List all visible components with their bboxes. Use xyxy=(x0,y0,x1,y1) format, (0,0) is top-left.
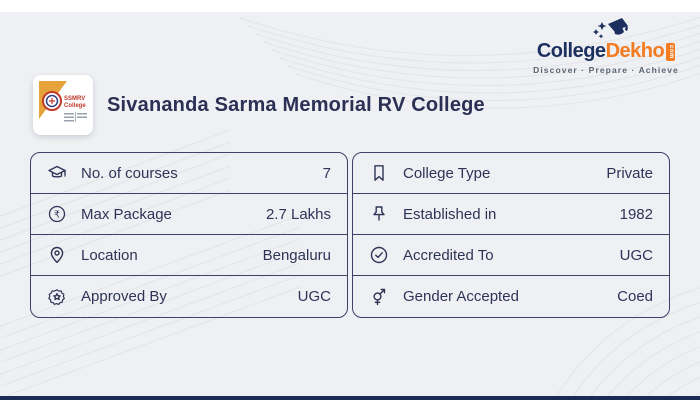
fact-value: 1982 xyxy=(619,205,653,223)
fact-value: 2.7 Lakhs xyxy=(265,205,331,223)
fact-value: 7 xyxy=(322,164,331,182)
college-logo: SSMRV College xyxy=(33,75,93,135)
graduation-cap-icon xyxy=(47,163,67,183)
check-circle-icon xyxy=(369,245,389,265)
bookmark-icon xyxy=(369,163,389,183)
fact-value: Coed xyxy=(617,288,653,305)
brand-name-secondary: Dekho xyxy=(605,40,665,62)
fact-row-courses: No. of courses 7 xyxy=(31,153,347,194)
fact-label: Location xyxy=(81,246,138,264)
svg-text:₹: ₹ xyxy=(54,209,60,220)
brand-name-primary: College xyxy=(536,40,606,62)
pushpin-icon xyxy=(369,204,389,224)
top-white-strip xyxy=(0,0,700,12)
fact-value: Bengaluru xyxy=(262,246,331,264)
brand-domain-badge: com xyxy=(666,42,676,61)
gender-icon xyxy=(369,287,389,307)
fact-label: Gender Accepted xyxy=(403,288,519,305)
fact-label: Approved By xyxy=(81,288,167,305)
location-pin-icon xyxy=(47,245,67,265)
fact-row-established: Established in 1982 xyxy=(353,194,669,235)
facts-column-left: No. of courses 7 ₹ Max Package 2.7 Lakhs… xyxy=(30,152,348,318)
college-header: SSMRV College Sivananda Sarma Memorial R… xyxy=(33,75,485,135)
collegedekho-logo[interactable]: College Dekho com Discover · Prepare · Ach… xyxy=(526,16,686,75)
facts-column-right: College Type Private Established in 1982… xyxy=(352,152,670,318)
bottom-navy-bar xyxy=(0,396,700,400)
rupee-circle-icon: ₹ xyxy=(47,204,67,224)
fact-label: Accredited To xyxy=(403,246,494,264)
svg-text:SSMRV: SSMRV xyxy=(64,96,85,102)
approval-badge-icon xyxy=(47,287,67,307)
fact-value: Private xyxy=(606,164,653,182)
college-emblem-graphic: SSMRV College xyxy=(33,75,93,135)
graduation-cap-logo-icon xyxy=(593,18,628,39)
fact-row-location: Location Bengaluru xyxy=(31,235,347,276)
fact-label: No. of courses xyxy=(81,164,178,182)
college-facts-table: No. of courses 7 ₹ Max Package 2.7 Lakhs… xyxy=(30,152,670,318)
svg-text:College: College xyxy=(64,103,86,109)
fact-label: Established in xyxy=(403,205,497,223)
fact-label: Max Package xyxy=(81,205,172,223)
fact-row-max-package: ₹ Max Package 2.7 Lakhs xyxy=(31,194,347,235)
fact-value: UGC xyxy=(297,288,331,305)
fact-row-approved-by: Approved By UGC xyxy=(31,276,347,317)
fact-row-accredited: Accredited To UGC xyxy=(353,235,669,276)
fact-row-college-type: College Type Private xyxy=(353,153,669,194)
brand-tagline: Discover · Prepare · Achieve xyxy=(533,65,679,75)
brand-wordmark: College Dekho com xyxy=(536,40,676,63)
page-title: Sivananda Sarma Memorial RV College xyxy=(107,93,485,116)
fact-value: UGC xyxy=(619,246,653,264)
fact-row-gender: Gender Accepted Coed xyxy=(353,276,669,317)
fact-label: College Type xyxy=(403,164,491,182)
